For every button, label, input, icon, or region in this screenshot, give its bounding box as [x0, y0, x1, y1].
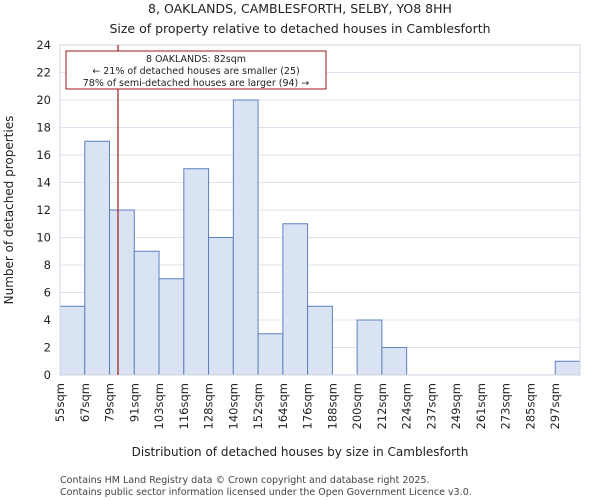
y-tick-label: 16	[36, 148, 51, 162]
bar-200sqm	[356, 319, 383, 376]
bar-297sqm	[554, 360, 581, 376]
bar-176sqm	[307, 305, 333, 376]
x-axis-ticks: 55sqm 67sqm 79sqm 91sqm 103sqm 116sqm 128sqm 14…	[53, 383, 562, 429]
bar-103sqm	[158, 278, 185, 376]
y-tick-label: 12	[36, 203, 51, 217]
y-tick-label: 10	[36, 231, 51, 245]
annotation-box	[65, 50, 327, 90]
bar-140sqm	[232, 99, 259, 376]
x-tick-label: 152sqm	[251, 383, 265, 429]
x-tick-label: 176sqm	[301, 383, 315, 429]
x-tick-label: 273sqm	[499, 383, 513, 429]
x-tick-label: 188sqm	[325, 383, 339, 429]
bar-91sqm	[133, 250, 160, 376]
x-tick-label: 285sqm	[523, 383, 537, 429]
x-tick-label: 261sqm	[474, 383, 488, 429]
y-tick-label: 20	[36, 93, 51, 107]
bar-152sqm	[257, 333, 284, 376]
x-tick-label: 212sqm	[375, 383, 389, 429]
annotation-line-1: 8 OAKLANDS: 82sqm	[146, 54, 246, 65]
x-tick-label: 140sqm	[226, 383, 240, 429]
bar-55sqm	[59, 305, 86, 376]
y-tick-label: 6	[44, 286, 51, 300]
bar-128sqm	[208, 237, 234, 376]
x-tick-label: 55sqm	[53, 383, 67, 422]
bar-164sqm	[282, 223, 309, 376]
x-tick-label: 200sqm	[350, 383, 364, 429]
y-tick-label: 2	[44, 341, 51, 355]
footer-line-1: Contains HM Land Registry data © Crown c…	[60, 475, 430, 486]
bar-67sqm	[84, 140, 111, 376]
x-tick-label: 164sqm	[276, 383, 290, 429]
chart-title: 8, OAKLANDS, CAMBLESFORTH, SELBY, YO8 8H…	[148, 1, 452, 16]
x-tick-label: 116sqm	[177, 383, 191, 429]
annotation-line-2: ← 21% of detached houses are smaller (25…	[92, 66, 299, 77]
y-tick-label: 4	[44, 313, 51, 327]
y-tick-label: 8	[44, 258, 51, 272]
marker-annotation: 8 OAKLANDS: 82sqm ← 21% of detached hous…	[65, 50, 327, 90]
x-tick-label: 224sqm	[400, 383, 414, 429]
bar-79sqm	[109, 209, 135, 376]
chart-subtitle: Size of property relative to detached ho…	[109, 21, 490, 36]
x-tick-label: 128sqm	[202, 383, 216, 429]
x-tick-label: 67sqm	[78, 383, 92, 422]
y-axis-label: Number of detached properties	[2, 116, 16, 305]
y-tick-label: 14	[36, 176, 51, 190]
x-tick-label: 297sqm	[548, 383, 562, 429]
bar-212sqm	[381, 347, 408, 376]
y-tick-label: 18	[36, 121, 51, 135]
y-tick-label: 24	[36, 38, 51, 52]
y-tick-label: 22	[36, 66, 51, 80]
plot-frame	[59, 44, 581, 376]
annotation-line-3: 78% of semi-detached houses are larger (…	[83, 78, 310, 89]
bar-116sqm	[183, 168, 210, 376]
x-tick-label: 249sqm	[449, 383, 463, 429]
x-tick-label: 91sqm	[127, 383, 141, 422]
x-axis-label: Distribution of detached houses by size …	[132, 445, 469, 459]
y-tick-label: 0	[44, 368, 51, 382]
x-tick-label: 103sqm	[152, 383, 166, 429]
x-tick-label: 237sqm	[424, 383, 438, 429]
x-tick-label: 79sqm	[103, 383, 117, 422]
footer-line-2: Contains public sector information licen…	[60, 487, 472, 498]
